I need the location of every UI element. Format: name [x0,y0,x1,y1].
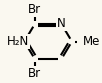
Text: N: N [57,17,66,30]
Text: H₂N: H₂N [7,35,29,48]
Text: Br: Br [28,67,41,80]
Text: Br: Br [28,3,41,16]
Text: Me: Me [83,35,100,48]
